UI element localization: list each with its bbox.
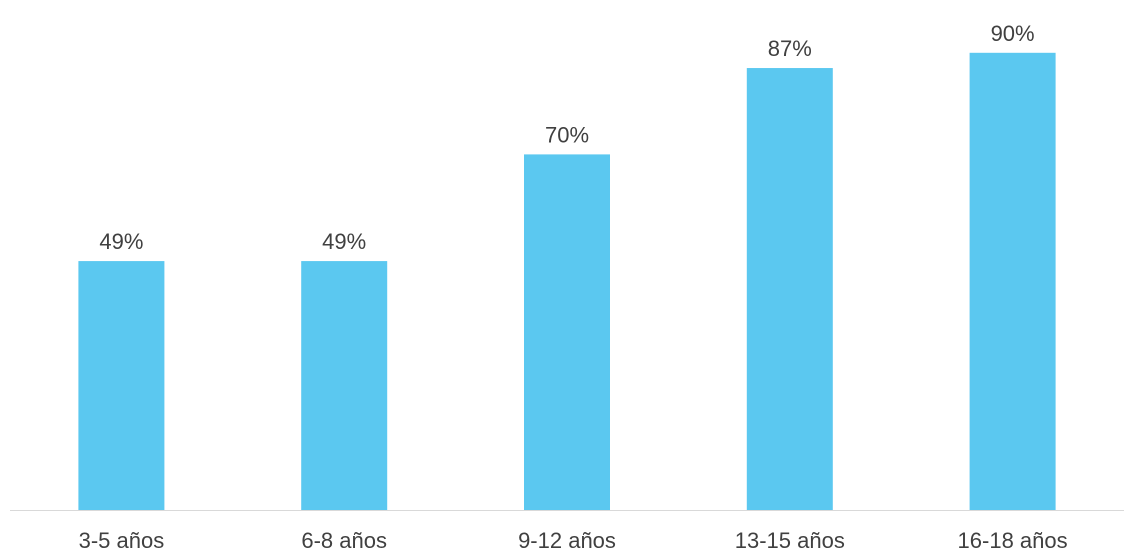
- bar-2: [301, 261, 388, 510]
- x-tick-label-3: 9-12 años: [518, 528, 616, 553]
- bars-group: [78, 52, 1056, 511]
- data-label-1: 49%: [99, 229, 143, 254]
- x-tick-label-2: 6-8 años: [301, 528, 387, 553]
- x-tick-labels-group: 3-5 años 6-8 años 9-12 años 13-15 años 16-18…: [79, 528, 1068, 553]
- data-label-5: 90%: [991, 21, 1035, 46]
- data-labels-group: 49% 49% 70% 87% 90%: [99, 21, 1034, 254]
- data-label-4: 87%: [768, 36, 812, 61]
- data-label-3: 70%: [545, 122, 589, 147]
- bar-5: [969, 52, 1056, 511]
- bar-1: [78, 261, 165, 510]
- x-tick-label-4: 13-15 años: [735, 528, 845, 553]
- x-tick-label-1: 3-5 años: [79, 528, 165, 553]
- bar-3: [524, 154, 610, 510]
- x-tick-label-5: 16-18 años: [958, 528, 1068, 553]
- data-label-2: 49%: [322, 229, 366, 254]
- bar-4: [746, 68, 833, 510]
